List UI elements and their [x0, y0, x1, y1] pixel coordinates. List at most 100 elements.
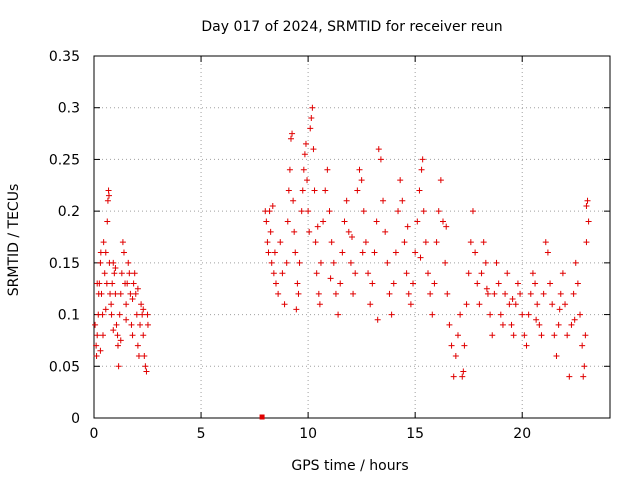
data-point	[275, 290, 282, 297]
data-point	[420, 208, 427, 215]
data-point	[495, 280, 502, 287]
data-point	[377, 156, 384, 163]
data-point	[298, 208, 305, 215]
data-point	[489, 332, 496, 339]
y-tick-label: 0.35	[49, 49, 80, 65]
data-point	[285, 187, 292, 194]
axis-ticks	[93, 55, 610, 419]
data-point	[375, 146, 382, 153]
data-point	[386, 290, 393, 297]
data-point	[306, 228, 313, 235]
chart-title: Day 017 of 2024, SRMTID for receiver reu…	[201, 19, 502, 35]
data-point	[115, 363, 122, 370]
data-point	[118, 270, 125, 277]
data-point	[549, 301, 556, 308]
data-point	[459, 373, 466, 380]
data-point	[521, 332, 528, 339]
data-point	[289, 130, 296, 137]
x-tick-label: 15	[406, 426, 424, 442]
data-point	[291, 228, 298, 235]
data-point	[414, 218, 421, 225]
data-point	[326, 208, 333, 215]
data-point	[540, 290, 547, 297]
data-point	[301, 151, 308, 158]
data-point	[583, 239, 590, 246]
data-point	[373, 218, 380, 225]
data-point	[296, 259, 303, 266]
data-point	[137, 321, 144, 328]
data-point	[92, 321, 99, 328]
data-point	[116, 311, 123, 318]
data-point	[302, 140, 309, 147]
data-point	[265, 249, 272, 256]
data-point	[382, 228, 389, 235]
data-point	[429, 311, 436, 318]
data-point	[322, 187, 329, 194]
data-point	[99, 311, 106, 318]
data-point	[499, 321, 506, 328]
data-point	[392, 249, 399, 256]
y-tick-label: 0.3	[58, 101, 80, 117]
data-point	[304, 177, 311, 184]
data-point	[294, 280, 301, 287]
y-axis-label: SRMTID / TECUs	[6, 184, 22, 297]
data-point	[417, 254, 424, 261]
data-point	[97, 347, 104, 354]
grid-lines	[94, 56, 610, 418]
data-point	[577, 311, 584, 318]
data-point	[544, 249, 551, 256]
data-point	[347, 259, 354, 266]
x-tick-label: 0	[90, 426, 99, 442]
data-point	[134, 342, 141, 349]
data-point	[93, 352, 100, 359]
data-point	[403, 270, 410, 277]
data-point	[352, 270, 359, 277]
data-point	[523, 342, 530, 349]
data-point	[580, 373, 587, 380]
data-point	[269, 202, 276, 209]
data-point	[104, 218, 111, 225]
data-point	[461, 342, 468, 349]
data-point	[114, 332, 121, 339]
data-point	[317, 259, 324, 266]
data-point	[141, 352, 148, 359]
data-point	[259, 414, 265, 420]
data-point	[454, 332, 461, 339]
data-point	[514, 280, 521, 287]
data-point	[337, 280, 344, 287]
data-point	[101, 270, 108, 277]
data-point	[350, 290, 357, 297]
data-point	[349, 234, 355, 240]
data-point	[128, 321, 135, 328]
data-point	[271, 249, 278, 256]
data-point	[330, 259, 337, 266]
data-point	[362, 239, 369, 246]
data-point	[293, 306, 300, 313]
data-point	[399, 197, 406, 204]
data-point	[305, 208, 312, 215]
data-point	[582, 332, 589, 339]
data-point	[404, 223, 411, 230]
data-point	[571, 316, 578, 323]
data-point	[123, 301, 130, 308]
data-point	[132, 290, 139, 297]
data-point	[341, 218, 348, 225]
data-point	[311, 187, 318, 194]
data-point	[442, 259, 449, 266]
data-point	[119, 239, 126, 246]
data-point	[129, 332, 136, 339]
y-tick-label: 0.15	[49, 256, 80, 272]
data-point	[113, 321, 120, 328]
data-point	[457, 311, 464, 318]
data-point	[114, 342, 121, 349]
data-point	[572, 259, 579, 266]
data-point	[299, 187, 306, 194]
x-tick-label: 10	[299, 426, 317, 442]
data-point	[126, 270, 133, 277]
data-point	[502, 290, 509, 297]
data-point	[313, 270, 320, 277]
data-point	[574, 280, 581, 287]
data-point	[139, 311, 146, 318]
data-point	[491, 290, 498, 297]
data-point	[124, 280, 131, 287]
